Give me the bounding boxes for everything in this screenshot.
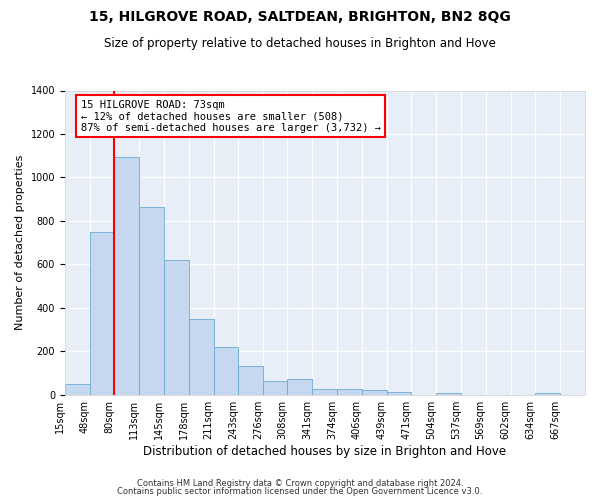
Text: Size of property relative to detached houses in Brighton and Hove: Size of property relative to detached ho…	[104, 38, 496, 51]
Bar	[188, 318, 214, 394]
Bar	[263, 380, 287, 394]
Text: 15, HILGROVE ROAD, SALTDEAN, BRIGHTON, BN2 8QG: 15, HILGROVE ROAD, SALTDEAN, BRIGHTON, B…	[89, 10, 511, 24]
Bar	[164, 260, 188, 394]
Text: Contains public sector information licensed under the Open Government Licence v3: Contains public sector information licen…	[118, 487, 482, 496]
X-axis label: Distribution of detached houses by size in Brighton and Hove: Distribution of detached houses by size …	[143, 444, 506, 458]
Bar	[535, 392, 560, 394]
Bar	[436, 393, 461, 394]
Bar	[114, 157, 139, 394]
Bar	[90, 232, 114, 394]
Y-axis label: Number of detached properties: Number of detached properties	[15, 155, 25, 330]
Bar	[65, 384, 90, 394]
Bar	[313, 388, 337, 394]
Bar	[214, 347, 238, 395]
Bar	[362, 390, 387, 394]
Bar	[139, 207, 164, 394]
Bar	[238, 366, 263, 394]
Bar	[337, 390, 362, 394]
Bar	[387, 392, 411, 394]
Text: 15 HILGROVE ROAD: 73sqm
← 12% of detached houses are smaller (508)
87% of semi-d: 15 HILGROVE ROAD: 73sqm ← 12% of detache…	[80, 100, 380, 133]
Bar	[287, 380, 313, 394]
Text: Contains HM Land Registry data © Crown copyright and database right 2024.: Contains HM Land Registry data © Crown c…	[137, 478, 463, 488]
